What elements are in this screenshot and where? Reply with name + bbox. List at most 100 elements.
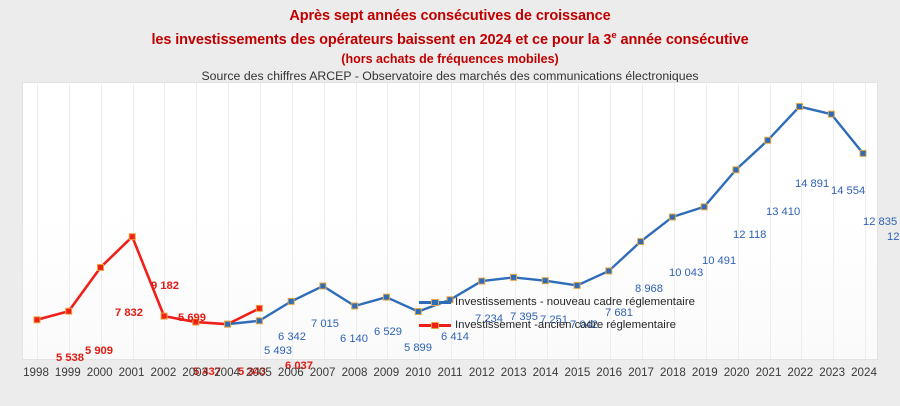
data-point-marker-2016[interactable] — [605, 267, 613, 275]
x-tick-2013: 2013 — [500, 366, 527, 379]
series-line-old-framework — [35, 235, 261, 326]
chart-plot-area: 5 538 5 909 7 832 9 182 5 699 5 437 5 343 6 037… — [22, 82, 900, 378]
gridline-2010 — [419, 83, 421, 359]
x-tick-2016: 2016 — [596, 366, 623, 379]
data-point-marker-2022[interactable] — [795, 103, 803, 111]
x-tick-2008: 2008 — [341, 366, 368, 379]
data-point-marker-2014[interactable] — [541, 277, 549, 285]
data-point-marker-2013[interactable] — [510, 273, 518, 281]
gridline-2002 — [164, 83, 166, 359]
data-point-marker-2012[interactable] — [478, 277, 486, 285]
legend-item-old-framework[interactable]: Investissement -ancien cadre réglementai… — [419, 319, 676, 331]
data-point-marker-2015[interactable] — [573, 281, 581, 289]
x-tick-2006: 2006 — [277, 366, 304, 379]
data-label-2024b: 12 137 — [887, 231, 900, 243]
legend-marker-blue-icon — [419, 296, 451, 308]
legend-label-old-framework: Investissement -ancien cadre réglementai… — [455, 319, 676, 331]
data-point-marker-2010[interactable] — [414, 308, 422, 316]
data-point-marker-2008[interactable] — [351, 302, 359, 310]
chart-legend: Investissements - nouveau cadre réglemen… — [23, 83, 877, 359]
x-tick-2000: 2000 — [86, 366, 113, 379]
data-point-marker-2020[interactable] — [732, 166, 740, 174]
x-axis-tick-labels: 1998 1999 2000 2001 2002 2003 2004 2005 2006 2007… — [22, 366, 878, 388]
x-tick-2003: 2003 — [182, 366, 209, 379]
gridline-1999 — [68, 83, 70, 359]
chart-title-block: Après sept années consécutives de croiss… — [0, 0, 900, 85]
gridline-2018 — [673, 83, 675, 359]
gridline-2017 — [642, 83, 644, 359]
legend-label-new-framework: Investissements - nouveau cadre réglemen… — [455, 296, 695, 308]
x-tick-2022: 2022 — [787, 366, 814, 379]
gridline-2024 — [865, 83, 866, 359]
data-point-marker-2017[interactable] — [637, 238, 645, 246]
x-tick-2009: 2009 — [373, 366, 400, 379]
data-point-marker-2009[interactable] — [382, 293, 390, 301]
gridline-2001 — [132, 83, 134, 359]
data-point-marker-1999[interactable] — [65, 307, 73, 315]
x-tick-2015: 2015 — [564, 366, 591, 379]
x-tick-2012: 2012 — [468, 366, 495, 379]
x-tick-1999: 1999 — [54, 366, 81, 379]
data-point-marker-2002[interactable] — [160, 312, 168, 320]
data-point-marker-2024[interactable] — [859, 149, 867, 157]
gridline-2008 — [355, 83, 357, 359]
legend-marker-red-icon — [419, 319, 451, 331]
gridline-2016 — [610, 83, 612, 359]
gridline-2000 — [100, 83, 102, 359]
gridline-2005 — [259, 83, 261, 359]
x-tick-2002: 2002 — [150, 366, 177, 379]
gridline-2023 — [833, 83, 835, 359]
gridline-2014 — [546, 83, 548, 359]
gridline-1998 — [37, 83, 38, 359]
gridline-2012 — [482, 83, 484, 359]
gridline-2021 — [769, 83, 771, 359]
data-point-marker-2007[interactable] — [319, 282, 327, 290]
x-tick-2014: 2014 — [532, 366, 559, 379]
grid-layer — [23, 83, 877, 359]
x-tick-2023: 2023 — [819, 366, 846, 379]
x-tick-2010: 2010 — [405, 366, 432, 379]
x-tick-2001: 2001 — [118, 366, 145, 379]
gridline-2006 — [291, 83, 293, 359]
data-point-marker-2019[interactable] — [700, 203, 708, 211]
legend-item-new-framework[interactable]: Investissements - nouveau cadre réglemen… — [419, 296, 695, 308]
data-point-marker-2021[interactable] — [764, 136, 772, 144]
data-point-marker-1998[interactable] — [33, 316, 41, 324]
x-tick-2024: 2024 — [851, 366, 877, 379]
data-point-marker-2006[interactable] — [287, 297, 295, 305]
gridline-2022 — [801, 83, 803, 359]
data-point-marker-2023[interactable] — [827, 110, 835, 118]
chart-source-note: Source des chiffres ARCEP - Observatoire… — [201, 68, 699, 83]
title-ordinal-superscript: e — [611, 30, 617, 41]
x-tick-2011: 2011 — [437, 366, 463, 379]
data-point-marker-2005[interactable] — [255, 317, 263, 325]
chart-subtitle: (hors achats de fréquences mobiles) — [341, 51, 559, 66]
gridline-2019 — [705, 83, 707, 359]
data-point-marker-2003[interactable] — [192, 318, 200, 326]
gridline-2009 — [387, 83, 389, 359]
data-point-marker-2000[interactable] — [97, 263, 105, 271]
x-tick-2004: 2004 — [214, 366, 240, 379]
series-layer — [33, 103, 867, 328]
gridline-2015 — [578, 83, 580, 359]
x-tick-1998: 1998 — [23, 366, 49, 379]
title-line-2-part-b: année consécutive — [616, 31, 749, 48]
x-tick-2021: 2021 — [755, 366, 782, 379]
x-tick-2017: 2017 — [628, 366, 654, 379]
x-tick-2020: 2020 — [723, 366, 750, 379]
series-paths — [33, 103, 867, 328]
data-point-marker-2018[interactable] — [668, 213, 676, 221]
title-line-2-part-a: les investissements des opérateurs baiss… — [151, 31, 612, 48]
data-point-marker-2001[interactable] — [128, 233, 136, 241]
x-tick-2018: 2018 — [659, 366, 686, 379]
gridline-2004 — [228, 83, 230, 359]
gridline-2020 — [737, 83, 739, 359]
data-point-marker-2004[interactable] — [224, 320, 232, 328]
data-point-marker-2005[interactable] — [255, 304, 263, 312]
gridline-2013 — [514, 83, 516, 359]
title-line-1: Après sept années consécutives de croiss… — [289, 8, 611, 24]
x-tick-2005: 2005 — [245, 366, 272, 379]
gridline-2011 — [451, 83, 452, 359]
title-line-2: les investissements des opérateurs baiss… — [0, 26, 900, 50]
gridline-2007 — [323, 83, 325, 359]
